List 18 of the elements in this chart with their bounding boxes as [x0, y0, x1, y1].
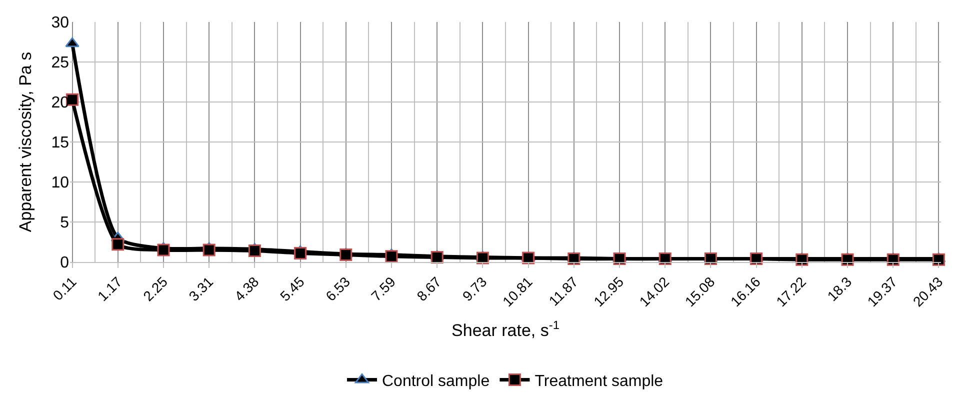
y-tick-label: 15 — [51, 134, 70, 152]
x-tick-label: 18.3 — [824, 273, 855, 304]
legend-label: Control sample — [382, 372, 490, 390]
x-tick-label: 6.53 — [322, 273, 354, 304]
y-tick-label: 30 — [51, 14, 70, 32]
y-tick-label: 10 — [51, 174, 70, 192]
x-tick-label: 3.31 — [186, 273, 216, 304]
x-axis-title: Shear rate, s$^{-1}$ — [452, 318, 560, 340]
legend-label: Treatment sample — [534, 372, 664, 390]
x-tick-label: 4.38 — [231, 273, 262, 304]
y-tick-label: 25 — [51, 54, 70, 72]
y-tick-label: 5 — [60, 214, 70, 232]
x-tick-label: 0.11 — [50, 273, 80, 304]
y-axis-title: Apparent viscosity, Pa s — [16, 52, 35, 232]
y-tick-label: 0 — [60, 254, 70, 272]
x-tick-label: 7.59 — [368, 273, 399, 304]
y-tick-label: 20 — [51, 94, 70, 112]
x-tick-label: 9.73 — [459, 273, 490, 304]
